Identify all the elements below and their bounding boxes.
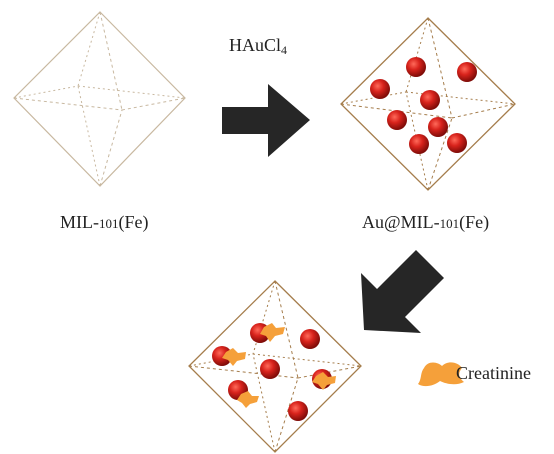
gold-nanoparticle-icon [260, 359, 280, 379]
gold-nanoparticle-icon [428, 117, 448, 137]
creatinine-legend-icon [418, 362, 464, 387]
gold-nanoparticle-icon [300, 329, 320, 349]
creatinine-bound-molecules [222, 323, 336, 408]
mil101-label: MIL-101(Fe) [60, 212, 149, 232]
gold-nanoparticle-icon [420, 90, 440, 110]
creatinine-molecule-icon [312, 372, 336, 390]
gold-nanoparticle-icon [387, 110, 407, 130]
mil101-octahedron [13, 11, 186, 187]
reagent-label: HAuCl4 [229, 35, 288, 57]
gold-nanoparticle-icon [370, 79, 390, 99]
creatinine-molecule-icon [260, 323, 285, 342]
gold-nanoparticle-icon [288, 401, 308, 421]
creatinine-legend-label: Creatinine [456, 363, 531, 383]
gold-nanoparticles-composite [370, 57, 477, 154]
right-arrow-icon [222, 84, 310, 157]
gold-nanoparticle-icon [447, 133, 467, 153]
gold-nanoparticle-icon [406, 57, 426, 77]
gold-nanoparticle-icon [409, 134, 429, 154]
down-left-arrow-icon [361, 250, 444, 333]
au-mil101-label: Au@MIL-101(Fe) [362, 212, 490, 232]
creatinine-molecule-icon [237, 391, 259, 408]
gold-nanoparticle-icon [212, 346, 232, 366]
creatinine-molecule-icon [222, 348, 246, 366]
gold-nanoparticle-icon [457, 62, 477, 82]
creatinine-loaded-octahedron [188, 280, 362, 453]
